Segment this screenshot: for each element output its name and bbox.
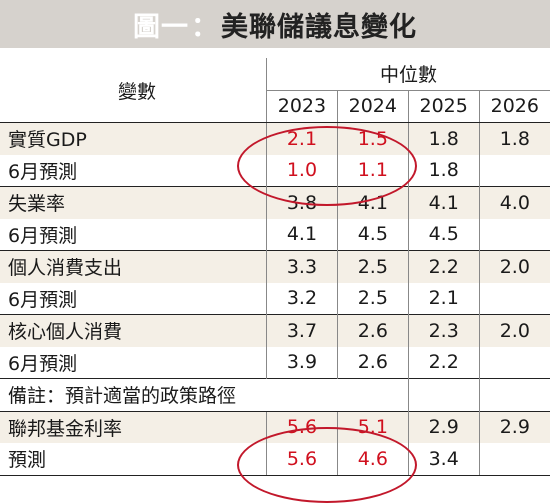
cell-value: 3.3 [266, 250, 338, 283]
year-header-2023: 2023 [266, 90, 338, 123]
median-header: 中位數 [266, 58, 550, 91]
cell-value: 2.9 [478, 410, 550, 443]
policy-note: 備註：預計適當的政策路徑 [0, 378, 409, 411]
cell-value: 2.1 [266, 122, 338, 155]
cell-value: 4.1 [407, 186, 480, 219]
cell-value: 3.7 [266, 314, 338, 347]
row-label: 核心個人消費 [0, 314, 267, 347]
figure-title: 圖一 ： 美聯儲議息變化 [0, 0, 550, 48]
cell-value: 1.8 [478, 122, 550, 155]
cell-value: 1.8 [407, 122, 480, 155]
cell-value [478, 154, 550, 187]
row-label: 失業率 [0, 186, 267, 219]
year-header-2026: 2026 [478, 90, 550, 123]
row-label: 預測 [0, 443, 267, 476]
cell-value: 3.2 [266, 282, 338, 315]
cell-value: 3.8 [266, 186, 338, 219]
row-label: 6月預測 [0, 282, 267, 315]
table-row: 實質GDP 2.1 1.5 1.8 1.8 [0, 122, 550, 155]
cell-value: 2.5 [336, 250, 409, 283]
cell-value: 1.0 [266, 154, 338, 187]
cell-value: 2.5 [336, 282, 409, 315]
title-prefix: 圖一 [133, 11, 189, 43]
cell-value: 2.0 [478, 314, 550, 347]
note-row: 備註：預計適當的政策路徑 [0, 378, 550, 411]
cell-value: 4.1 [336, 186, 409, 219]
row-label: 實質GDP [0, 122, 267, 155]
cell-value: 2.6 [336, 346, 409, 379]
cell-value: 2.1 [407, 282, 480, 315]
table-row: 6月預測 1.0 1.1 1.8 [0, 154, 550, 187]
cell-value [478, 282, 550, 315]
title-separator: ： [191, 11, 219, 43]
cell-value: 5.6 [266, 443, 338, 476]
cell-value: 2.2 [407, 250, 480, 283]
cell-value [478, 346, 550, 379]
table-row: 6月預測 3.9 2.6 2.2 [0, 346, 550, 379]
cell-value: 4.6 [336, 443, 409, 476]
cell-value: 1.8 [407, 154, 480, 187]
variable-header: 變數 [0, 58, 267, 123]
cell-value: 3.9 [266, 346, 338, 379]
cell-value: 1.5 [336, 122, 409, 155]
cell-value: 4.1 [266, 218, 338, 251]
row-label: 6月預測 [0, 154, 267, 187]
table-row: 個人消費支出 3.3 2.5 2.2 2.0 [0, 250, 550, 283]
table-row: 6月預測 4.1 4.5 4.5 [0, 218, 550, 251]
cell-value: 3.4 [407, 443, 480, 476]
title-main: 美聯儲議息變化 [221, 11, 417, 43]
cell-value: 1.1 [336, 154, 409, 187]
cell-value: 2.3 [407, 314, 480, 347]
cell-value: 2.9 [407, 410, 480, 443]
row-label: 6月預測 [0, 218, 267, 251]
year-header-2025: 2025 [407, 90, 480, 123]
table-row: 失業率 3.8 4.1 4.1 4.0 [0, 186, 550, 219]
table-row: 聯邦基金利率 5.6 5.1 2.9 2.9 [0, 410, 550, 443]
row-label: 6月預測 [0, 346, 267, 379]
note-spacer [408, 378, 480, 411]
cell-value [478, 218, 550, 251]
row-label: 聯邦基金利率 [0, 410, 267, 443]
table-row: 核心個人消費 3.7 2.6 2.3 2.0 [0, 314, 550, 347]
cell-value: 4.5 [407, 218, 480, 251]
table-row: 預測 5.6 4.6 3.4 [0, 443, 550, 476]
table-row: 6月預測 3.2 2.5 2.1 [0, 282, 550, 315]
cell-value: 2.6 [336, 314, 409, 347]
cell-value: 4.0 [478, 186, 550, 219]
cell-value: 4.5 [336, 218, 409, 251]
row-label: 個人消費支出 [0, 250, 267, 283]
cell-value: 5.1 [336, 410, 409, 443]
cell-value: 2.0 [478, 250, 550, 283]
cell-value: 2.2 [407, 346, 480, 379]
cell-value: 5.6 [266, 410, 338, 443]
forecast-table: 變數 中位數 2023 2024 2025 2026 實質GDP 2.1 1.5… [0, 58, 550, 476]
note-spacer [478, 378, 550, 411]
year-header-2024: 2024 [336, 90, 409, 123]
cell-value [478, 443, 550, 476]
